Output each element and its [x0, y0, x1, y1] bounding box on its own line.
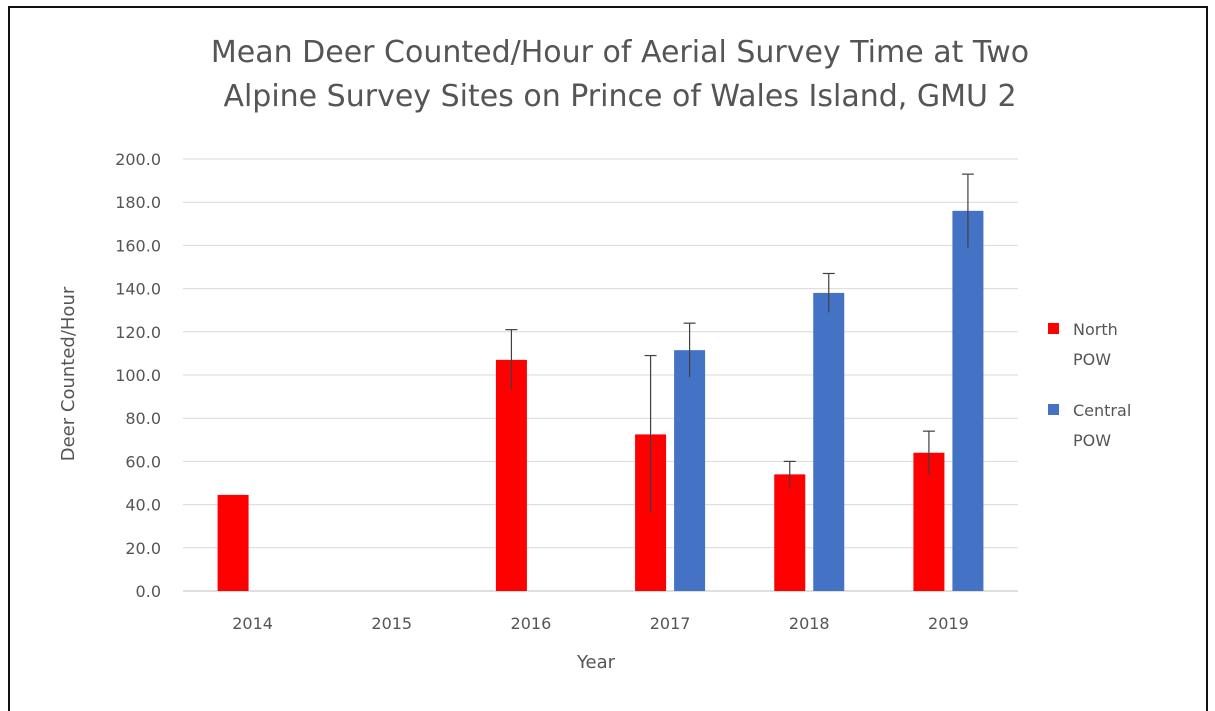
y-tick-label: 180.0 [115, 193, 161, 212]
y-tick-label: 60.0 [125, 452, 161, 471]
chart-title-line-2: Alpine Survey Sites on Prince of Wales I… [223, 79, 1016, 114]
legend-label: POW [1073, 350, 1111, 369]
bars [217, 173, 984, 591]
bar-north-2014 [217, 494, 249, 591]
x-tick-label: 2017 [650, 614, 691, 633]
x-tick-label: 2016 [511, 614, 552, 633]
y-axis-title: Deer Counted/Hour [58, 286, 79, 461]
x-tick-label: 2019 [928, 614, 969, 633]
bar-north-2019 [913, 452, 945, 591]
bar-central-2017 [674, 350, 706, 591]
bar-central-2019 [952, 210, 984, 591]
gridlines [183, 158, 1018, 592]
y-tick-label: 100.0 [115, 366, 161, 385]
y-tick-label: 200.0 [115, 150, 161, 169]
x-tick-label: 2015 [371, 614, 412, 633]
legend: North POW Central POW [1048, 320, 1131, 450]
legend-label: Central [1073, 401, 1131, 420]
x-axis-ticks: 2014 2015 2016 2017 2018 2019 [232, 614, 969, 633]
y-tick-label: 120.0 [115, 323, 161, 342]
y-tick-label: 0.0 [136, 582, 161, 601]
y-axis-ticks: 0.0 20.0 40.0 60.0 80.0 100.0 120.0 140.0 160.0 1… [115, 150, 161, 601]
x-tick-label: 2014 [232, 614, 273, 633]
y-tick-label: 80.0 [125, 409, 161, 428]
legend-label: POW [1073, 431, 1111, 450]
bar-north-2016 [495, 359, 527, 591]
bar-central-2018 [813, 292, 845, 591]
x-axis-title: Year [576, 652, 616, 673]
legend-label: North [1073, 320, 1118, 339]
legend-swatch [1048, 323, 1059, 334]
x-tick-label: 2018 [789, 614, 830, 633]
y-tick-label: 160.0 [115, 236, 161, 255]
y-tick-label: 40.0 [125, 496, 161, 515]
bar-north-2018 [774, 474, 806, 591]
chart-frame [8, 6, 1208, 711]
legend-swatch [1048, 404, 1059, 415]
y-tick-label: 20.0 [125, 539, 161, 558]
y-tick-label: 140.0 [115, 280, 161, 299]
chart-title-line-1: Mean Deer Counted/Hour of Aerial Survey … [211, 35, 1029, 70]
